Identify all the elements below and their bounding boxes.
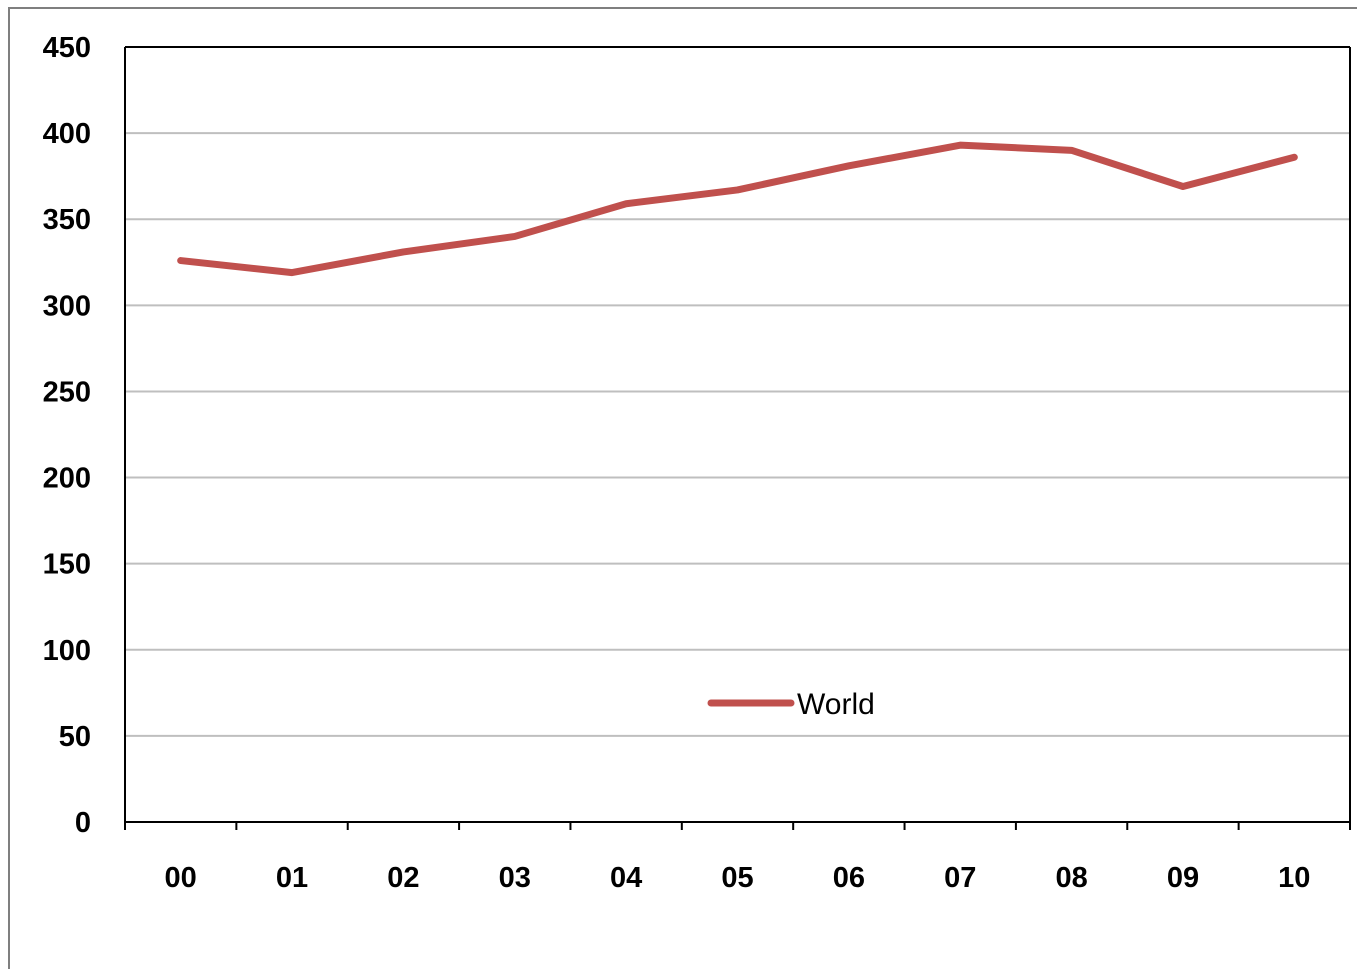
- gridlines: [125, 46, 1350, 737]
- y-tick-label-400: 400: [43, 118, 91, 150]
- series-line-world: [177, 141, 1298, 277]
- y-tick-label-0: 0: [75, 807, 91, 839]
- x-tick-label-08: 08: [1055, 862, 1087, 894]
- y-tick-label-450: 450: [43, 32, 91, 64]
- y-tick-label-50: 50: [59, 721, 91, 753]
- x-tick-label-07: 07: [944, 862, 976, 894]
- legend: World: [707, 688, 875, 721]
- series-lines: [177, 141, 1298, 277]
- x-tick-label-06: 06: [833, 862, 865, 894]
- x-tick-label-05: 05: [721, 862, 753, 894]
- x-axis-tick-labels: 00 01 02 03 04 05 06 07 08 09 10: [165, 862, 1311, 894]
- y-tick-label-350: 350: [43, 204, 91, 236]
- x-tick-label-02: 02: [387, 862, 419, 894]
- y-tick-label-100: 100: [43, 635, 91, 667]
- axes: [124, 46, 1351, 830]
- y-tick-label-150: 150: [43, 549, 91, 581]
- x-tick-label-09: 09: [1167, 862, 1199, 894]
- x-tick-label-04: 04: [610, 862, 642, 894]
- y-tick-label-300: 300: [43, 290, 91, 322]
- x-tick-label-01: 01: [276, 862, 308, 894]
- x-tick-label-03: 03: [499, 862, 531, 894]
- y-axis-tick-labels: 0 50 100 150 200 250 300 350 400 450: [43, 32, 91, 839]
- y-tick-label-250: 250: [43, 376, 91, 408]
- x-tick-label-10: 10: [1278, 862, 1310, 894]
- y-tick-label-200: 200: [43, 463, 91, 495]
- legend-label-world: World: [797, 688, 875, 721]
- x-tick-label-00: 00: [165, 862, 197, 894]
